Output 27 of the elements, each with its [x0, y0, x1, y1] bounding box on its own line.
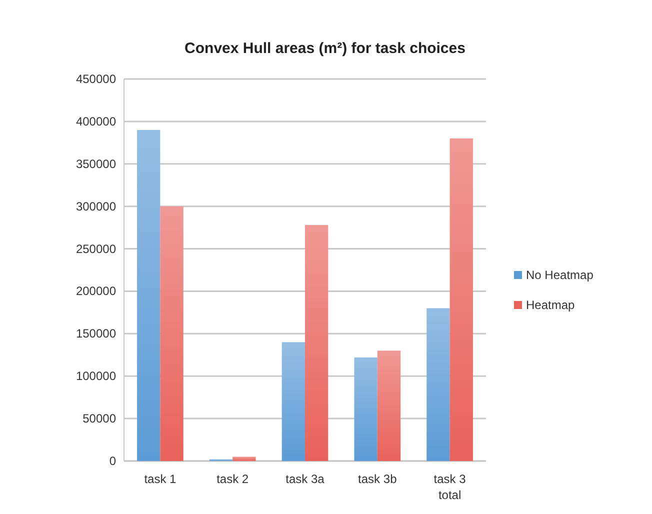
bar	[232, 456, 256, 461]
y-tick-label: 350000	[76, 156, 116, 171]
bar	[160, 206, 184, 461]
bar	[137, 130, 160, 461]
x-tick-label: task 3b	[358, 472, 398, 486]
chart-title: Convex Hull areas (m²) for task choices	[184, 40, 466, 57]
y-tick-label: 450000	[76, 72, 116, 86]
bar	[354, 357, 378, 461]
bar	[450, 138, 473, 461]
legend-label: Heatmap	[526, 298, 576, 312]
x-tick-label: task 2	[216, 472, 249, 486]
bar	[305, 225, 328, 461]
y-tick-label: 200000	[76, 284, 116, 298]
y-tick-label: 400000	[76, 114, 116, 128]
y-tick-label: 300000	[76, 199, 116, 214]
x-tick-label: task 3 total	[434, 472, 466, 502]
x-tick-label: task 3a	[286, 472, 325, 486]
bar	[377, 350, 401, 461]
bar	[282, 342, 305, 461]
x-tick-label: task 1	[144, 472, 177, 486]
legend-label: No Heatmap	[526, 268, 594, 282]
bar	[426, 308, 450, 461]
y-tick-label: 150000	[76, 326, 116, 341]
y-tick-label: 250000	[76, 242, 116, 256]
y-tick-label: 100000	[76, 369, 116, 384]
y-tick-label: 50000	[82, 412, 116, 426]
y-tick-label: 0	[109, 454, 116, 468]
